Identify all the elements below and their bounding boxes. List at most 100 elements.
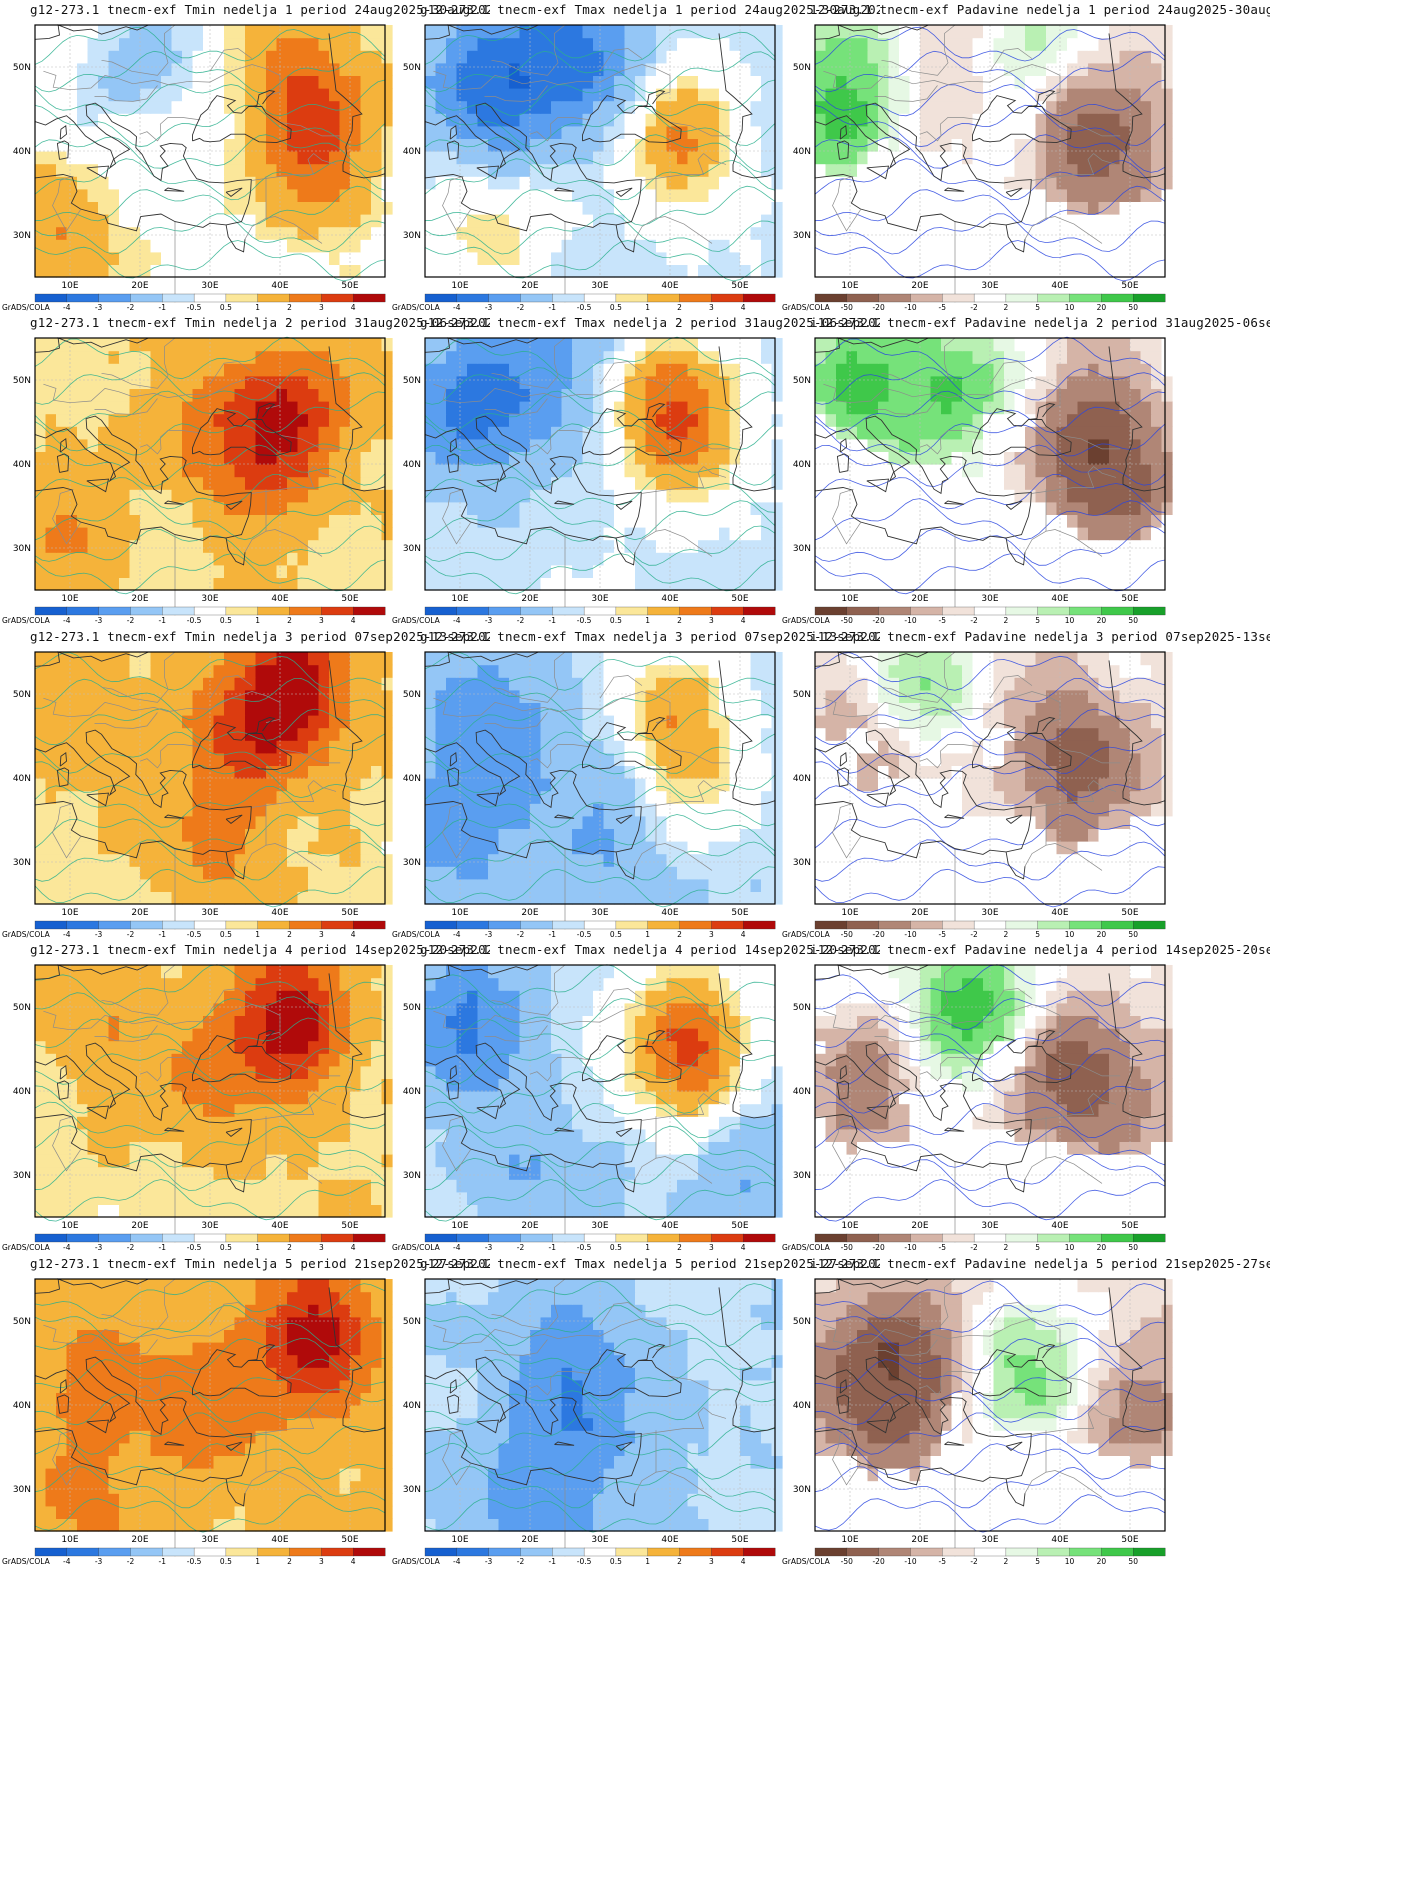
- lon-tick-label: 50E: [1121, 281, 1138, 291]
- colorbar-tick-label: -2: [517, 1243, 525, 1252]
- graticule: [425, 1279, 775, 1531]
- country-borders: [823, 1278, 1121, 1557]
- colorbar-tick-label: 4: [741, 303, 746, 312]
- colorbar-tick-label: -50: [841, 930, 853, 939]
- lon-tick-label: 20E: [521, 908, 538, 918]
- map-frame: [814, 651, 1166, 905]
- map-frame: [424, 964, 776, 1218]
- colorbar: -50 -20 -10 -5 -2 2 5 10 20 50 GrADS/COLA: [782, 1547, 1166, 1566]
- tmin-panel-week-3: g12-273.1 tnecm-exf Tmin nedelja 3 perio…: [2, 627, 490, 1002]
- lon-tick-label: 30E: [981, 281, 998, 291]
- lat-tick-label: 30N: [793, 858, 811, 868]
- colorbar-tick-label: 0.5: [220, 930, 232, 939]
- shaded-anomaly-field: [425, 25, 783, 278]
- graticule: [35, 965, 385, 1217]
- lat-tick-label: 30N: [13, 1485, 31, 1495]
- colorbar-tick-label: -1: [159, 616, 167, 625]
- colorbar-tick-label: 3: [319, 1243, 324, 1252]
- graticule: [425, 338, 775, 590]
- prec-title: i12-273.1 tnecm-exf Padavine nedelja 4 p…: [810, 942, 1270, 957]
- colorbar-tick-label: 50: [1128, 303, 1138, 312]
- contour-lines: [34, 964, 386, 1222]
- colorbar-tick-label: 0.5: [220, 616, 232, 625]
- lon-tick-label: 10E: [841, 1221, 858, 1231]
- colorbar-tick-label: 3: [709, 1557, 714, 1566]
- colorbar-tick-label: -5: [939, 616, 947, 625]
- lon-tick-label: 50E: [341, 908, 358, 918]
- graticule: [35, 25, 385, 277]
- lat-tick-label: 40N: [793, 774, 811, 784]
- tmax-map: 50N 40N 30N 10E 20E 30E 40E 50E -4 -3 -2 -1 -0.5 0.5 1…: [392, 24, 783, 312]
- tmin-map: 50N 40N 30N 10E 20E 30E 40E 50E -4 -3 -2 -1 -0.5 0.5 1…: [2, 24, 393, 312]
- colorbar-tick-label: 3: [709, 1243, 714, 1252]
- colorbar-tick-label: -3: [485, 930, 493, 939]
- coastlines: [814, 651, 1166, 880]
- prec-map: 50N 40N 30N 10E 20E 30E 40E 50E -50 -20 -10 -5 -2 2 5 1…: [782, 336, 1173, 625]
- lon-tick-label: 20E: [521, 1535, 538, 1545]
- contour-lines: [424, 652, 776, 908]
- colorbar: -4 -3 -2 -1 -0.5 0.5 1 2 3 4 GrADS/COLA: [2, 920, 386, 939]
- colorbar-tick-label: 3: [709, 930, 714, 939]
- prec-panel-week-5: i12-273.1 tnecm-exf Padavine nedelja 5 p…: [782, 1254, 1270, 1629]
- contour-lines: [814, 964, 1166, 1222]
- colorbar-tick-label: -4: [63, 303, 71, 312]
- colorbar-tick-label: 4: [351, 1243, 356, 1252]
- graticule: [425, 25, 775, 277]
- colorbar-tick-label: 1: [645, 616, 650, 625]
- colorbar-tick-label: -3: [95, 616, 103, 625]
- graticule: [815, 1279, 1165, 1531]
- grads-label: GrADS/COLA: [782, 616, 831, 625]
- lon-tick-label: 20E: [911, 908, 928, 918]
- lat-tick-label: 40N: [793, 1401, 811, 1411]
- lon-tick-label: 30E: [201, 1535, 218, 1545]
- prec-map: 50N 40N 30N 10E 20E 30E 40E 50E -50 -20 -10 -5 -2 2 5 1…: [782, 964, 1173, 1252]
- lat-tick-label: 40N: [403, 1401, 421, 1411]
- shaded-anomaly-field: [35, 1279, 393, 1532]
- lon-tick-label: 40E: [271, 1221, 288, 1231]
- tmin-panel-week-1: g12-273.1 tnecm-exf Tmin nedelja 1 perio…: [2, 0, 490, 375]
- tmax-panel-week-2: g12-273.1 tnecm-exf Tmax nedelja 2 perio…: [392, 313, 880, 688]
- lon-tick-label: 50E: [341, 1221, 358, 1231]
- tmin-title: g12-273.1 tnecm-exf Tmin nedelja 3 perio…: [30, 629, 490, 644]
- colorbar-tick-label: -1: [549, 930, 557, 939]
- colorbar-tick-label: 20: [1097, 616, 1107, 625]
- colorbar-tick-label: -0.5: [187, 303, 202, 312]
- tmin-panel-week-2: g12-273.1 tnecm-exf Tmin nedelja 2 perio…: [2, 313, 490, 688]
- colorbar-tick-label: -3: [485, 1243, 493, 1252]
- lon-tick-label: 50E: [1121, 594, 1138, 604]
- lat-tick-label: 30N: [403, 1171, 421, 1181]
- lon-tick-label: 50E: [731, 1221, 748, 1231]
- lon-tick-label: 50E: [341, 1535, 358, 1545]
- lon-tick-label: 40E: [1051, 1535, 1068, 1545]
- colorbar-tick-label: 4: [741, 1557, 746, 1566]
- country-borders: [823, 651, 1121, 930]
- map-frame: [424, 651, 776, 905]
- colorbar-tick-label: -1: [549, 616, 557, 625]
- coastlines: [424, 24, 776, 253]
- coastlines: [424, 1278, 776, 1507]
- prec-panel-week-4: i12-273.1 tnecm-exf Padavine nedelja 4 p…: [782, 940, 1270, 1315]
- colorbar: -50 -20 -10 -5 -2 2 5 10 20 50 GrADS/COLA: [782, 920, 1166, 939]
- colorbar-tick-label: 4: [351, 616, 356, 625]
- colorbar-tick-label: 0.5: [610, 303, 622, 312]
- colorbar-tick-label: 0.5: [220, 1557, 232, 1566]
- grads-label: GrADS/COLA: [782, 1243, 831, 1252]
- lon-tick-label: 10E: [451, 1535, 468, 1545]
- colorbar-tick-label: 1: [255, 1243, 260, 1252]
- coastlines: [34, 651, 386, 880]
- colorbar-tick-label: -0.5: [577, 930, 592, 939]
- contour-lines: [34, 336, 386, 595]
- colorbar-tick-label: -1: [159, 1557, 167, 1566]
- lat-tick-label: 30N: [403, 858, 421, 868]
- colorbar-tick-label: 5: [1035, 303, 1040, 312]
- lon-tick-label: 10E: [841, 1535, 858, 1545]
- colorbar-tick-label: -3: [485, 1557, 493, 1566]
- lat-tick-label: 30N: [403, 1485, 421, 1495]
- colorbar-tick-label: -2: [127, 1243, 135, 1252]
- map-frame: [424, 24, 776, 278]
- colorbar-tick-label: 2: [287, 1243, 292, 1252]
- coastlines: [424, 964, 776, 1193]
- lat-tick-label: 30N: [793, 1485, 811, 1495]
- country-borders: [433, 651, 731, 930]
- lat-tick-label: 40N: [403, 774, 421, 784]
